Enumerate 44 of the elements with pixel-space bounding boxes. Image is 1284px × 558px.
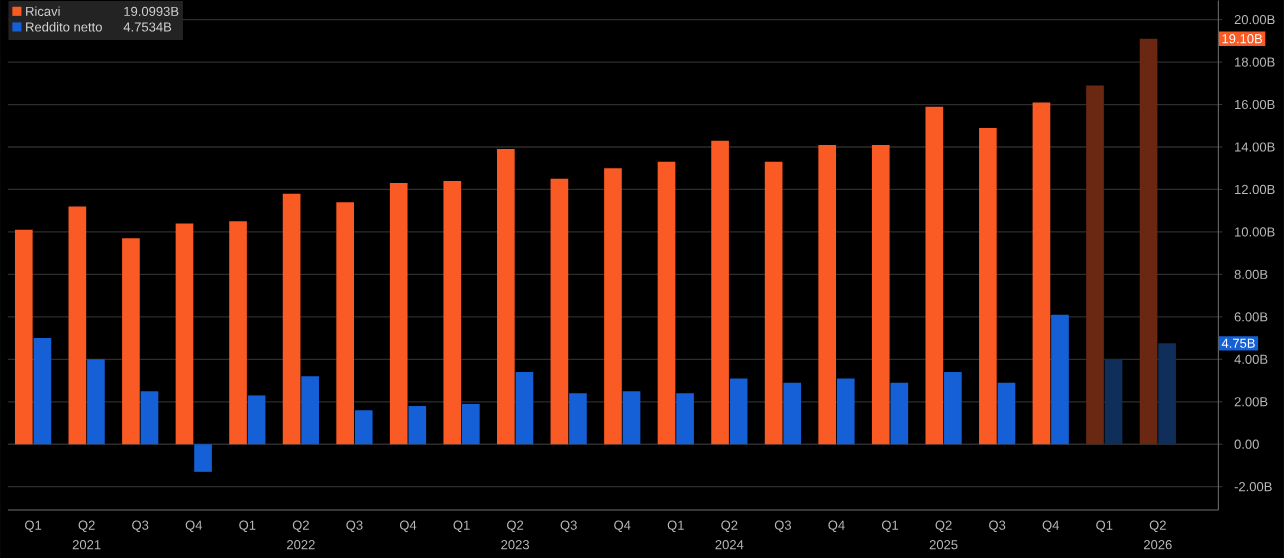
- bar: [175, 223, 194, 445]
- bar: [68, 206, 87, 445]
- bar: [389, 183, 408, 445]
- bar: [515, 372, 534, 445]
- bar: [140, 391, 159, 445]
- bar: [194, 444, 212, 472]
- bar: [1139, 38, 1158, 445]
- bar: [550, 178, 569, 445]
- bar: [818, 144, 837, 445]
- bar: [87, 359, 105, 445]
- bar: [408, 406, 427, 445]
- bar: [14, 229, 33, 445]
- bar: [122, 238, 140, 445]
- bar: [836, 378, 855, 445]
- bar: [1032, 102, 1051, 445]
- bar: [622, 391, 641, 445]
- bar: [979, 127, 997, 445]
- bar: [1051, 314, 1069, 445]
- bar: [1158, 343, 1176, 445]
- bar: [676, 393, 694, 445]
- bar: [944, 372, 962, 445]
- bar: [1086, 85, 1104, 445]
- bar: [997, 382, 1016, 445]
- bar: [657, 161, 676, 445]
- bar: [301, 376, 319, 445]
- bar: [890, 382, 909, 445]
- bar: [247, 395, 266, 445]
- bar: [497, 149, 515, 445]
- bar: [783, 382, 802, 445]
- bar: [764, 161, 783, 445]
- bar: [1104, 359, 1123, 445]
- bar: [336, 202, 354, 445]
- bar: [871, 144, 890, 445]
- bar: [282, 193, 301, 445]
- bar: [569, 393, 587, 445]
- bar: [462, 403, 480, 445]
- bar: [354, 410, 373, 445]
- bar: [443, 180, 462, 445]
- bar: [33, 338, 52, 445]
- bar: [229, 221, 247, 445]
- bar: [925, 106, 944, 445]
- bar: [604, 168, 622, 445]
- bar: [729, 378, 748, 445]
- bar: [711, 140, 729, 445]
